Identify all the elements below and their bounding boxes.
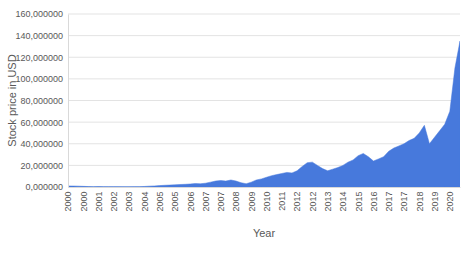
y-tick-label: 0,000000: [25, 182, 63, 192]
x-tick: 2019: [430, 187, 440, 212]
y-tick-label: 160,000000: [15, 9, 63, 19]
x-tick: 2005: [170, 187, 180, 212]
x-tick-label: 2015: [354, 192, 364, 212]
grid-line: [68, 143, 460, 144]
grid-line: [68, 14, 460, 15]
x-tick: 2014: [338, 187, 348, 212]
y-tick: 80,000000: [20, 96, 68, 106]
x-tick: 2017: [399, 187, 409, 212]
x-axis-title: Year: [253, 227, 276, 239]
x-tick-label: 2003: [124, 192, 134, 212]
x-tick-label: 2001: [94, 192, 104, 212]
y-tick: 100,000000: [15, 74, 68, 84]
y-tick-label: 100,000000: [15, 74, 63, 84]
x-tick: 2002: [109, 187, 119, 212]
x-tick: 2001: [94, 187, 104, 212]
x-tick: 2018: [415, 187, 425, 212]
x-tick-label: 2012: [308, 192, 318, 212]
x-tick-label: 2008: [231, 192, 241, 212]
x-tick: 2003: [124, 187, 134, 212]
x-tick: 2009: [247, 187, 257, 212]
x-tick-label: 2016: [369, 192, 379, 212]
x-axis-line: [69, 187, 461, 188]
x-tick: 2020: [445, 187, 455, 212]
x-tick-label: 2017: [399, 192, 409, 212]
x-tick-label: 2005: [155, 192, 165, 212]
x-tick-label: 2007: [201, 192, 211, 212]
grid: [68, 14, 460, 187]
x-tick: 2015: [354, 187, 364, 212]
y-tick-label: 40,000000: [20, 139, 63, 149]
grid-line: [68, 122, 460, 123]
x-tick: 2013: [323, 187, 333, 212]
y-axis-line: [68, 15, 69, 188]
grid-line: [68, 57, 460, 58]
x-tick: 2004: [140, 187, 150, 212]
y-tick-label: 120,000000: [15, 53, 63, 63]
y-tick-label: 20,000000: [20, 161, 63, 171]
grid-line: [68, 100, 460, 101]
x-tick: 2017: [384, 187, 394, 212]
x-axis: 2000 2000 2001 2002 2003 2004 2005 2005 2006 2007…: [63, 187, 460, 212]
x-tick: 2000: [79, 187, 89, 212]
x-tick-label: 2007: [216, 192, 226, 212]
x-tick-label: 2013: [323, 192, 333, 212]
plot: 0,000000 20,000000 40,000000 60,000000 80,00…: [15, 9, 460, 211]
x-tick-label: 2009: [247, 192, 257, 212]
x-tick-label: 2017: [384, 192, 394, 212]
x-tick-label: 2018: [415, 192, 425, 212]
y-tick: 40,000000: [20, 139, 68, 149]
grid-line: [68, 78, 460, 79]
y-tick-label: 60,000000: [20, 118, 63, 128]
marks: [68, 41, 460, 187]
x-tick-label: 2000: [63, 192, 73, 212]
x-tick: 2007: [201, 187, 211, 212]
chart: 0,000000 20,000000 40,000000 60,000000 80,00…: [0, 0, 474, 255]
x-tick: 2016: [369, 187, 379, 212]
y-tick: 120,000000: [15, 53, 68, 63]
y-tick: 140,000000: [15, 31, 68, 41]
y-axis-title: Stock price in USD: [6, 54, 18, 146]
x-tick: 2005: [155, 187, 165, 212]
x-tick-label: 2004: [140, 192, 150, 212]
x-tick: 2012: [308, 187, 318, 212]
x-tick: 2007: [216, 187, 226, 212]
y-tick: 20,000000: [20, 161, 68, 171]
x-tick-label: 2010: [262, 192, 272, 212]
x-tick: 2008: [231, 187, 241, 212]
x-tick: 2011: [277, 187, 287, 211]
x-tick: 2012: [292, 187, 302, 212]
x-tick-label: 2005: [170, 192, 180, 212]
x-tick-label: 2002: [109, 192, 119, 212]
x-tick: 2006: [186, 187, 196, 212]
y-tick: 0,000000: [25, 182, 68, 192]
x-tick-label: 2014: [338, 192, 348, 212]
y-tick: 60,000000: [20, 118, 68, 128]
y-tick: 160,000000: [15, 9, 68, 19]
x-tick-label: 2012: [292, 192, 302, 212]
x-tick-label: 2006: [186, 192, 196, 212]
y-axis: 0,000000 20,000000 40,000000 60,000000 80,00…: [15, 9, 68, 192]
x-tick: 2000: [63, 187, 73, 212]
x-tick-label: 2000: [79, 192, 89, 212]
x-tick: 2010: [262, 187, 272, 212]
area: [68, 41, 460, 187]
x-tick-label: 2020: [445, 192, 455, 212]
y-tick-label: 140,000000: [15, 31, 63, 41]
x-tick-label: 2011: [277, 192, 287, 211]
y-tick-label: 80,000000: [20, 96, 63, 106]
grid-line: [68, 35, 460, 36]
x-tick-label: 2019: [430, 192, 440, 212]
